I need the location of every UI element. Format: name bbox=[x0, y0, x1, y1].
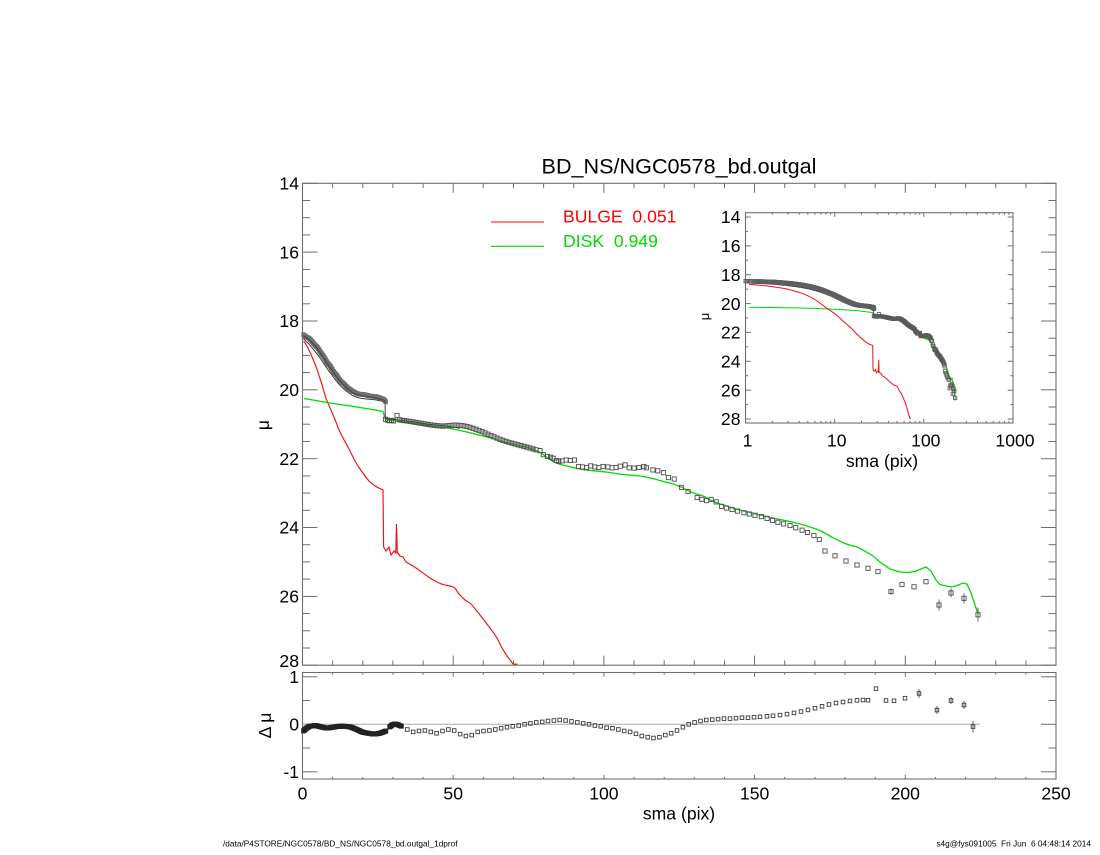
svg-text:18: 18 bbox=[279, 311, 299, 331]
svg-text:μ: μ bbox=[697, 313, 712, 321]
svg-text:250: 250 bbox=[1041, 784, 1071, 804]
svg-text:/data/P4STORE/NGC0578/BD_NS/NG: /data/P4STORE/NGC0578/BD_NS/NGC0578_bd.o… bbox=[223, 839, 458, 849]
svg-text:200: 200 bbox=[891, 784, 921, 804]
svg-text:sma (pix): sma (pix) bbox=[846, 451, 918, 471]
svg-text:16: 16 bbox=[279, 242, 299, 262]
svg-text:BD_NS/NGC0578_bd.outgal: BD_NS/NGC0578_bd.outgal bbox=[542, 154, 817, 179]
svg-text:DISK 0.949: DISK 0.949 bbox=[563, 231, 658, 251]
svg-text:20: 20 bbox=[279, 380, 299, 400]
svg-text:20: 20 bbox=[721, 294, 741, 314]
svg-text:s4g@fys091005 Fri Jun 6 04:4: s4g@fys091005 Fri Jun 6 04:48:14 2014 bbox=[936, 839, 1091, 849]
svg-text:Δ μ: Δ μ bbox=[255, 713, 275, 739]
svg-text:22: 22 bbox=[721, 323, 741, 343]
svg-text:-1: -1 bbox=[283, 762, 299, 782]
svg-text:μ: μ bbox=[253, 420, 273, 430]
svg-text:26: 26 bbox=[721, 380, 741, 400]
svg-text:24: 24 bbox=[279, 518, 299, 538]
svg-text:18: 18 bbox=[721, 265, 741, 285]
svg-text:28: 28 bbox=[279, 651, 299, 671]
svg-text:24: 24 bbox=[721, 352, 741, 372]
svg-text:14: 14 bbox=[279, 174, 299, 194]
svg-text:16: 16 bbox=[721, 236, 741, 256]
svg-text:100: 100 bbox=[911, 430, 941, 450]
svg-text:150: 150 bbox=[740, 784, 770, 804]
svg-text:1: 1 bbox=[743, 430, 753, 450]
svg-text:50: 50 bbox=[443, 784, 463, 804]
svg-text:26: 26 bbox=[279, 587, 299, 607]
svg-text:14: 14 bbox=[721, 207, 741, 227]
svg-text:28: 28 bbox=[721, 409, 741, 429]
svg-text:sma (pix): sma (pix) bbox=[643, 804, 715, 824]
svg-text:10: 10 bbox=[827, 430, 847, 450]
svg-text:1: 1 bbox=[289, 667, 299, 687]
svg-text:100: 100 bbox=[589, 784, 619, 804]
svg-text:BULGE 0.051: BULGE 0.051 bbox=[563, 207, 676, 227]
svg-text:1000: 1000 bbox=[995, 430, 1034, 450]
svg-text:22: 22 bbox=[279, 449, 299, 469]
svg-text:0: 0 bbox=[298, 784, 308, 804]
svg-text:0: 0 bbox=[289, 715, 299, 735]
